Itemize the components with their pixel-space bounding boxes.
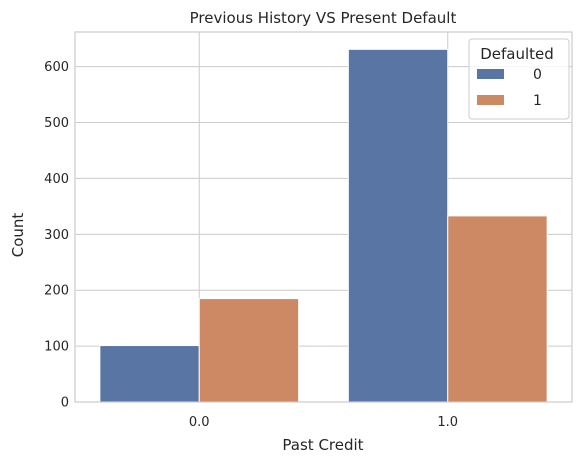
y-tick-label: 100 (44, 340, 69, 355)
bar-1-0.0 (198, 298, 300, 403)
y-tick-label: 400 (44, 172, 69, 187)
bars (99, 48, 548, 403)
plot-frame (74, 31, 573, 403)
y-tick-label: 500 (44, 116, 69, 131)
legend-label-series-0: 0 (533, 67, 542, 83)
y-tick-label: 600 (44, 60, 69, 75)
plot-border (74, 31, 573, 403)
legend-title: Defaulted (480, 45, 554, 63)
legend-swatch-series-1 (477, 95, 504, 105)
legend-swatch-series-0 (477, 69, 504, 79)
bar-0-1.0 (347, 48, 449, 403)
bar-1-1.0 (447, 215, 548, 403)
x-tick-label: 1.0 (437, 415, 458, 430)
x-tick-labels: 0.0 1.0 (189, 415, 458, 430)
legend-label-series-1: 1 (533, 93, 542, 109)
y-tick-labels: 0 100 200 300 400 500 600 (44, 60, 69, 410)
y-tick-label: 200 (44, 284, 69, 299)
y-tick-label: 300 (44, 228, 69, 243)
y-tick-label: 0 (61, 396, 69, 411)
x-tick-label: 0.0 (189, 415, 210, 430)
legend: Defaulted 0 1 (468, 38, 570, 120)
y-axis-title: Count (9, 213, 27, 258)
chart-title: Previous History VS Present Default (190, 9, 457, 27)
bar-0-0.0 (99, 345, 200, 403)
x-axis-title: Past Credit (282, 436, 363, 454)
